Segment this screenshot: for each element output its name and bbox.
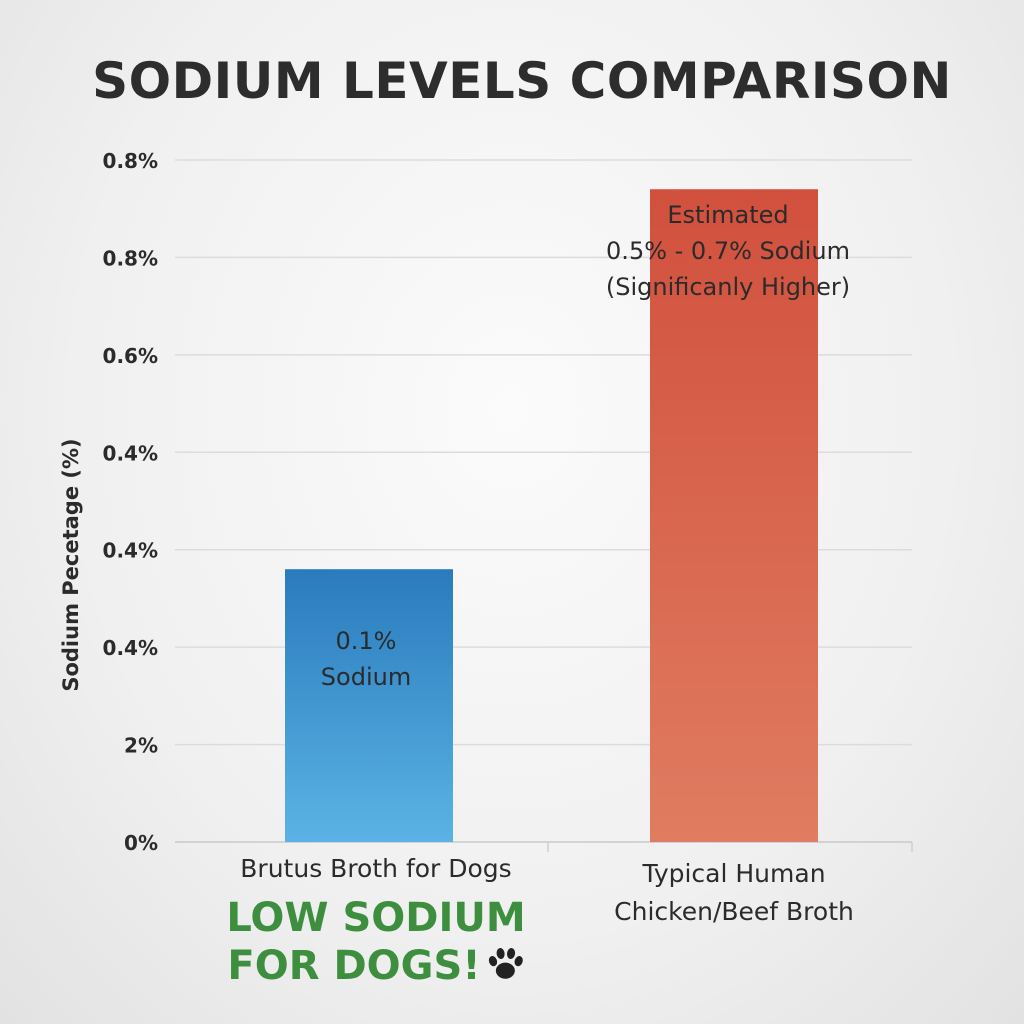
bar-annotation-line: (Significanly Higher) bbox=[605, 273, 851, 301]
y-tick-label: 0.6% bbox=[103, 344, 158, 368]
badge-line-1: LOW SODIUM bbox=[226, 895, 526, 941]
x-category-label: Typical Human bbox=[641, 859, 825, 888]
bar-annotation-line: Estimated bbox=[667, 201, 789, 229]
x-category-label: Chicken/Beef Broth bbox=[614, 897, 854, 926]
bars bbox=[285, 189, 818, 842]
x-axis-labels: Brutus Broth for Dogs Typical Human Chicke… bbox=[240, 854, 854, 926]
badge-line-2: FOR DOGS! bbox=[226, 942, 525, 990]
bar-annotation-1: 0.1% Sodium bbox=[321, 623, 411, 695]
y-tick-label: 0.4% bbox=[103, 539, 158, 563]
bar-annotation-line: 0.1% bbox=[335, 627, 397, 655]
y-tick-label: 0.8% bbox=[103, 246, 158, 270]
y-axis-title: Sodium Pecetage (%) bbox=[59, 438, 83, 692]
bar-2 bbox=[650, 189, 818, 842]
y-tick-label: 0% bbox=[124, 831, 158, 855]
low-sodium-badge: LOW SODIUM FOR DOGS! bbox=[226, 894, 525, 990]
y-tick-label: 2% bbox=[124, 734, 158, 758]
y-axis-ticks: 0% 2% 0.4% 0.4% 0.4% 0.6% 0.8% 0.8% bbox=[103, 149, 158, 855]
paw-print-icon bbox=[489, 948, 524, 979]
y-tick-label: 0.8% bbox=[103, 149, 158, 173]
bar-annotation-2: Estimated 0.5% - 0.7% Sodium (Significanly… bbox=[606, 197, 850, 305]
bar-annotation-line: 0.5% - 0.7% Sodium bbox=[606, 237, 850, 265]
bar-1 bbox=[285, 569, 453, 842]
bar-annotation-line: Sodium bbox=[320, 663, 412, 691]
chart-title: SODIUM LEVELS COMPARISON bbox=[92, 52, 952, 110]
x-category-label: Brutus Broth for Dogs bbox=[240, 854, 511, 883]
y-tick-label: 0.4% bbox=[103, 441, 158, 465]
badge-line-2-text: FOR DOGS! bbox=[227, 943, 481, 989]
y-tick-label: 0.4% bbox=[103, 636, 158, 660]
